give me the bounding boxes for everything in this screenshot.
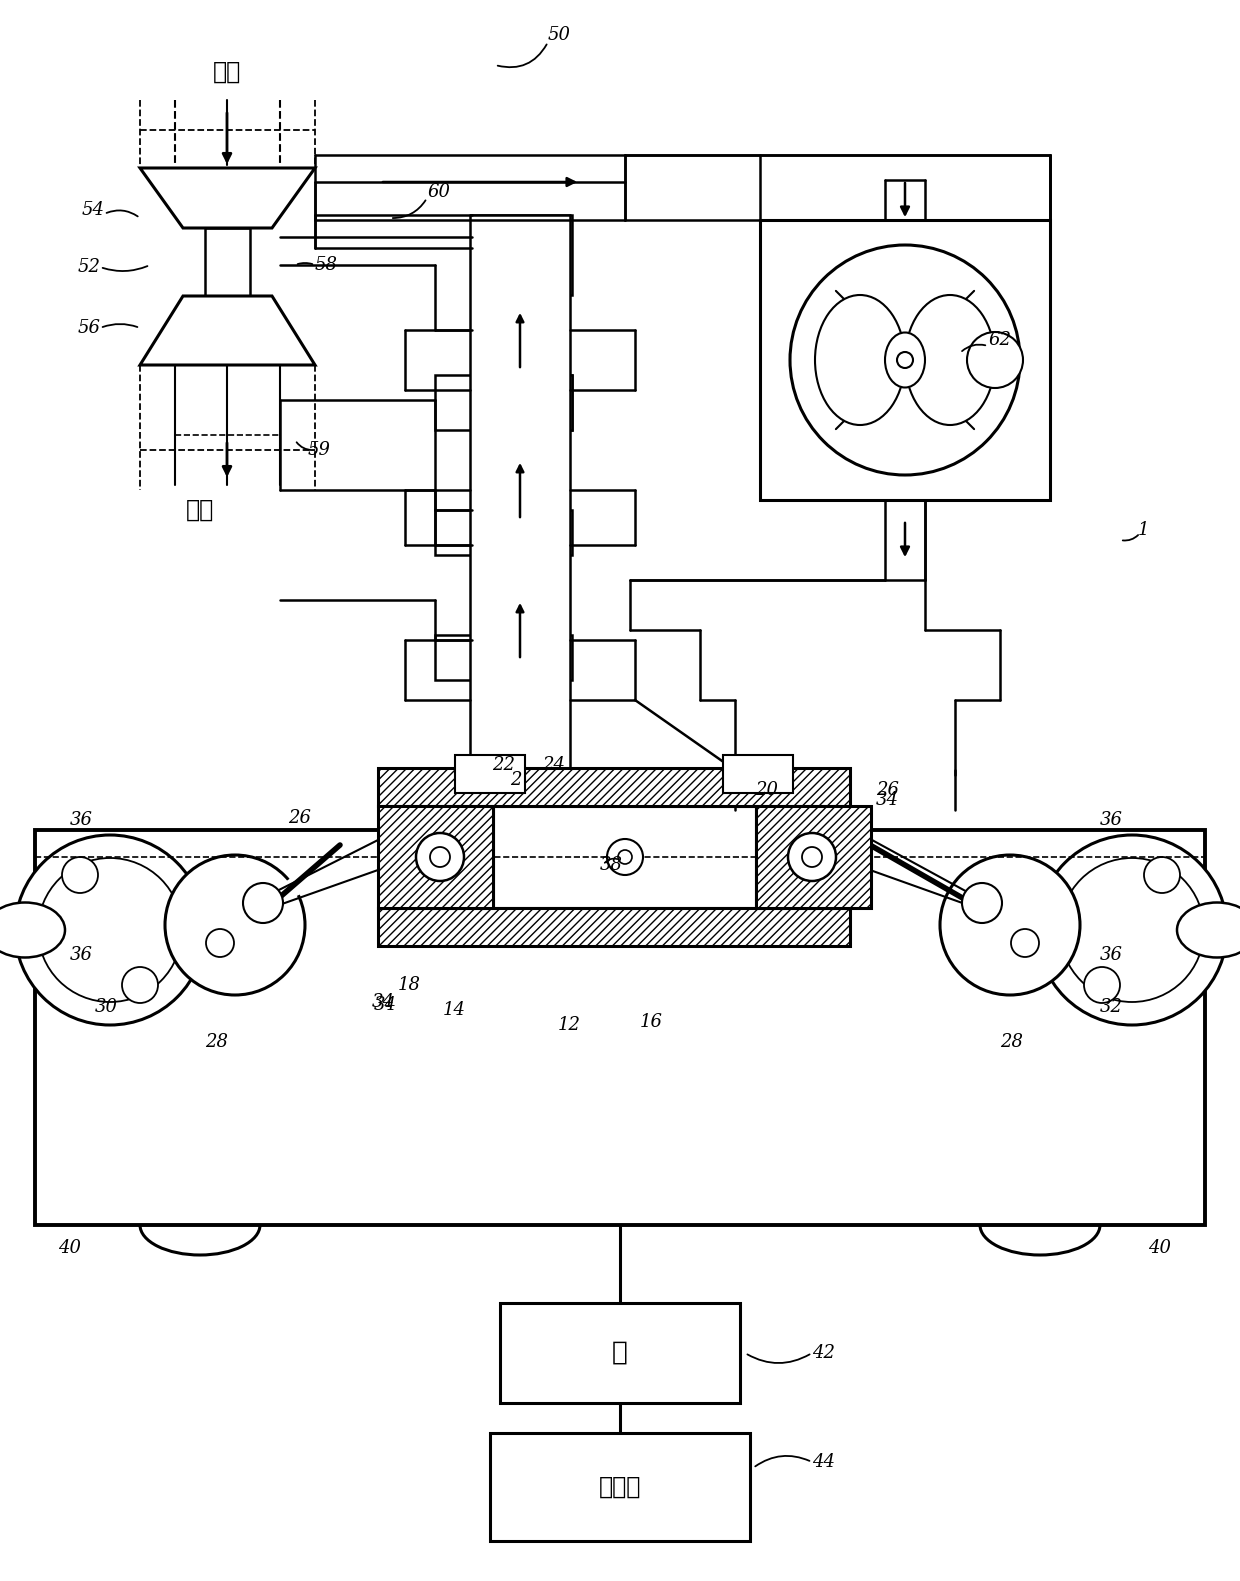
Circle shape [38, 858, 182, 1002]
Text: 36: 36 [1100, 811, 1123, 828]
Circle shape [787, 833, 836, 881]
Circle shape [1037, 835, 1228, 1024]
Circle shape [897, 353, 913, 368]
Polygon shape [140, 168, 315, 228]
Text: 44: 44 [812, 1453, 835, 1470]
Circle shape [15, 835, 205, 1024]
Text: 38: 38 [600, 855, 622, 874]
Circle shape [1060, 858, 1204, 1002]
Circle shape [415, 833, 464, 881]
Text: 36: 36 [69, 811, 93, 828]
Text: 56: 56 [78, 319, 100, 337]
Circle shape [608, 840, 644, 874]
Bar [378, 806, 494, 907]
Text: 24: 24 [542, 756, 565, 775]
Circle shape [618, 851, 632, 863]
Text: 40: 40 [58, 1240, 81, 1257]
Text: 14: 14 [443, 1001, 466, 1020]
Text: 进气: 进气 [213, 60, 241, 84]
Text: 36: 36 [69, 945, 93, 964]
Ellipse shape [0, 903, 64, 958]
Text: 26: 26 [875, 781, 899, 798]
Bar [205, 228, 250, 296]
Text: 59: 59 [308, 441, 331, 458]
Text: 30: 30 [95, 998, 118, 1017]
Text: 16: 16 [640, 1013, 663, 1031]
Text: 1: 1 [1138, 522, 1149, 539]
Circle shape [962, 884, 1002, 923]
Text: 26: 26 [288, 809, 311, 827]
Bar [490, 1432, 750, 1541]
Text: 34: 34 [875, 790, 899, 809]
Text: 52: 52 [78, 258, 100, 277]
Ellipse shape [1177, 903, 1240, 958]
Circle shape [1084, 968, 1120, 1002]
Circle shape [967, 332, 1023, 387]
Bar [435, 375, 572, 430]
Bar [756, 806, 870, 907]
Circle shape [206, 930, 234, 957]
Circle shape [1011, 930, 1039, 957]
Text: 20: 20 [755, 781, 777, 798]
Text: 2: 2 [510, 772, 522, 789]
Bar [435, 511, 572, 555]
Circle shape [430, 847, 450, 866]
Bar [723, 756, 794, 794]
Circle shape [165, 855, 305, 994]
Text: 储油器: 储油器 [599, 1475, 641, 1499]
Text: 泵: 泵 [613, 1341, 627, 1366]
Bar [500, 555, 544, 636]
Circle shape [790, 245, 1021, 474]
Ellipse shape [905, 296, 994, 425]
Text: 34: 34 [372, 993, 396, 1010]
Text: 50: 50 [548, 25, 570, 44]
Bar [500, 1303, 740, 1402]
Bar [470, 215, 570, 779]
Circle shape [243, 884, 283, 923]
Text: 28: 28 [205, 1032, 228, 1051]
Bar [760, 220, 1050, 500]
Circle shape [1145, 857, 1180, 893]
Text: 40: 40 [1148, 1240, 1171, 1257]
Polygon shape [140, 296, 315, 365]
Circle shape [802, 847, 822, 866]
Bar [435, 636, 572, 680]
Text: 54: 54 [82, 201, 105, 220]
Bar [455, 756, 525, 794]
Text: 22: 22 [492, 756, 515, 775]
Text: 28: 28 [999, 1032, 1023, 1051]
Bar [500, 375, 572, 430]
Bar [472, 215, 572, 296]
Text: 36: 36 [1100, 945, 1123, 964]
Ellipse shape [815, 296, 905, 425]
Circle shape [122, 968, 157, 1002]
Ellipse shape [885, 332, 925, 387]
Circle shape [62, 857, 98, 893]
Text: 62: 62 [988, 330, 1011, 349]
Bar [35, 830, 1205, 1225]
Polygon shape [263, 840, 378, 911]
Bar [500, 430, 544, 511]
Bar [500, 296, 544, 375]
Bar [378, 768, 849, 806]
Text: 排气: 排气 [186, 498, 215, 522]
Text: 42: 42 [812, 1344, 835, 1361]
Text: 60: 60 [427, 183, 450, 201]
Text: 34: 34 [374, 996, 397, 1013]
Bar [500, 680, 544, 779]
Text: 18: 18 [398, 975, 422, 994]
Text: 58: 58 [315, 256, 339, 274]
Text: 32: 32 [1100, 998, 1123, 1017]
Bar [494, 806, 756, 907]
Bar [625, 155, 1050, 220]
Circle shape [940, 855, 1080, 994]
Bar [378, 907, 849, 945]
Text: 12: 12 [558, 1017, 582, 1034]
